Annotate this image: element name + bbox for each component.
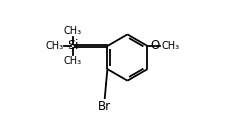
Text: Br: Br — [98, 100, 111, 113]
Text: CH₃: CH₃ — [64, 26, 82, 36]
Text: CH₃: CH₃ — [161, 41, 179, 51]
Text: O: O — [150, 39, 159, 53]
Text: CH₃: CH₃ — [64, 56, 82, 66]
Text: CH₃: CH₃ — [45, 41, 64, 51]
Text: Si: Si — [67, 39, 79, 53]
